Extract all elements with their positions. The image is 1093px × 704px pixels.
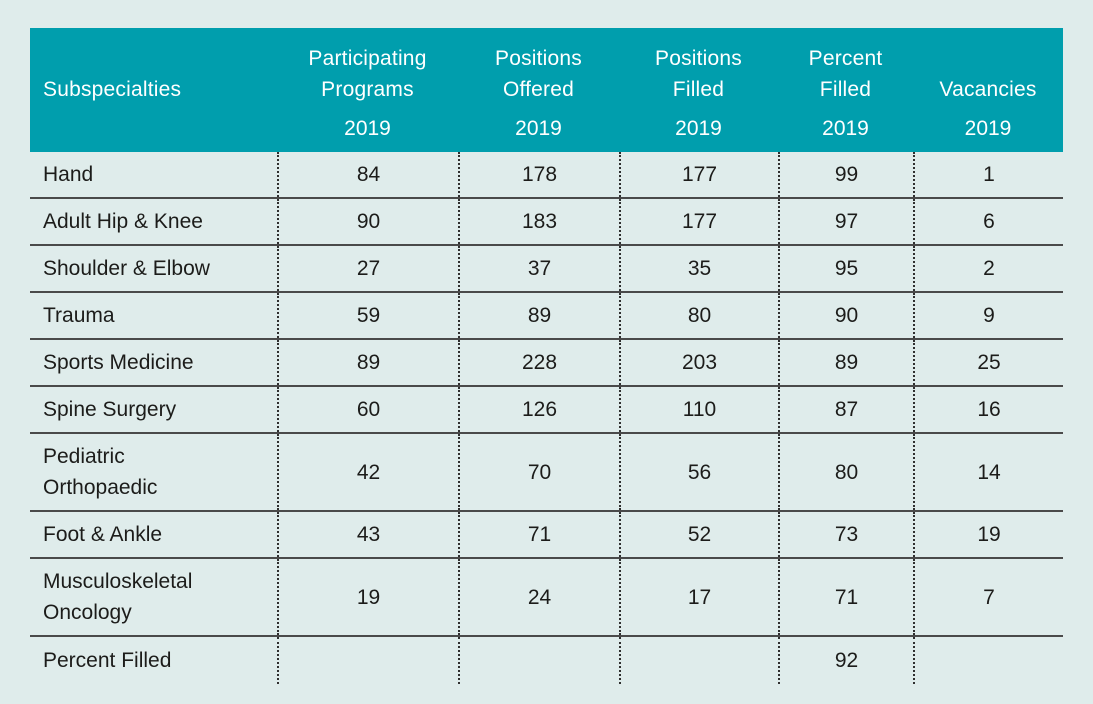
cell-positions-filled: 177: [619, 152, 778, 197]
cell-vacancies: 1: [913, 152, 1063, 197]
cell-participating-programs: 43: [277, 512, 458, 557]
cell-vacancies: 2: [913, 246, 1063, 291]
row-label: Hand: [43, 163, 94, 186]
cell-positions-filled: 52: [619, 512, 778, 557]
cell-participating-programs: 42: [277, 434, 458, 510]
cell-positions-offered: 89: [458, 293, 619, 338]
cell-participating-programs: 90: [277, 199, 458, 244]
table-body: Hand 84 178 177 99 1 Adult Hip & Knee 90…: [30, 152, 1063, 684]
cell-vacancies: [913, 637, 1063, 684]
cell-positions-offered: 183: [458, 199, 619, 244]
cell-vacancies: 7: [913, 559, 1063, 635]
table-row-pediatric-orthopaedic: Pediatric Orthopaedic 42 70 56 80 14: [30, 434, 1063, 512]
column-title: Positions Offered: [494, 47, 582, 101]
column-title: Participating Programs: [308, 47, 427, 101]
column-header-positions-filled: Positions Filled 2019: [619, 28, 778, 152]
cell-percent-filled: 80: [778, 434, 913, 510]
cell-positions-filled: [619, 637, 778, 684]
cell-participating-programs: 27: [277, 246, 458, 291]
cell-participating-programs: 59: [277, 293, 458, 338]
cell-percent-filled: 89: [778, 340, 913, 385]
cell-percent-filled: 99: [778, 152, 913, 197]
cell-positions-filled: 35: [619, 246, 778, 291]
column-header-vacancies: Vacancies 2019: [913, 28, 1063, 152]
row-label: Shoulder & Elbow: [43, 257, 210, 280]
cell-percent-filled: 71: [778, 559, 913, 635]
column-header-subspecialties: Subspecialties: [30, 28, 277, 152]
cell-positions-filled: 56: [619, 434, 778, 510]
cell-percent-filled: 92: [778, 637, 913, 684]
cell-positions-offered: 24: [458, 559, 619, 635]
cell-percent-filled: 73: [778, 512, 913, 557]
cell-vacancies: 25: [913, 340, 1063, 385]
column-header-positions-offered: Positions Offered 2019: [458, 28, 619, 152]
row-label: Trauma: [43, 304, 115, 327]
cell-positions-offered: 228: [458, 340, 619, 385]
cell-participating-programs: 60: [277, 387, 458, 432]
row-label: Adult Hip & Knee: [43, 210, 203, 233]
row-label: Spine Surgery: [43, 398, 177, 421]
row-label: Pediatric Orthopaedic: [43, 445, 158, 499]
cell-percent-filled: 87: [778, 387, 913, 432]
cell-positions-offered: 70: [458, 434, 619, 510]
column-year: 2019: [822, 117, 869, 140]
cell-vacancies: 9: [913, 293, 1063, 338]
cell-participating-programs: 84: [277, 152, 458, 197]
cell-positions-offered: [458, 637, 619, 684]
cell-positions-filled: 17: [619, 559, 778, 635]
column-title: Percent Filled: [808, 47, 883, 101]
table-row-sports-medicine: Sports Medicine 89 228 203 89 25: [30, 340, 1063, 387]
cell-positions-filled: 203: [619, 340, 778, 385]
cell-percent-filled: 97: [778, 199, 913, 244]
table-row-trauma: Trauma 59 89 80 90 9: [30, 293, 1063, 340]
cell-positions-filled: 80: [619, 293, 778, 338]
table-row-shoulder-elbow: Shoulder & Elbow 27 37 35 95 2: [30, 246, 1063, 293]
row-label: Foot & Ankle: [43, 523, 163, 546]
table-header-row: Subspecialties Participating Programs 20…: [30, 28, 1063, 152]
row-label: Sports Medicine: [43, 351, 194, 374]
cell-positions-offered: 71: [458, 512, 619, 557]
table-row-foot-ankle: Foot & Ankle 43 71 52 73 19: [30, 512, 1063, 559]
table-row-musculoskeletal-oncology: Musculoskeletal Oncology 19 24 17 71 7: [30, 559, 1063, 637]
cell-positions-filled: 177: [619, 199, 778, 244]
cell-participating-programs: 19: [277, 559, 458, 635]
cell-positions-offered: 126: [458, 387, 619, 432]
cell-participating-programs: [277, 637, 458, 684]
cell-vacancies: 6: [913, 199, 1063, 244]
column-year: 2019: [964, 117, 1012, 140]
subspecialty-match-table: Subspecialties Participating Programs 20…: [30, 28, 1063, 684]
cell-vacancies: 16: [913, 387, 1063, 432]
cell-percent-filled: 90: [778, 293, 913, 338]
table-row-adult-hip-knee: Adult Hip & Knee 90 183 177 97 6: [30, 199, 1063, 246]
table-row-percent-filled-total: Percent Filled 92: [30, 637, 1063, 684]
cell-vacancies: 14: [913, 434, 1063, 510]
column-title: Subspecialties: [43, 78, 182, 101]
column-header-participating-programs: Participating Programs 2019: [277, 28, 458, 152]
column-title: Positions Filled: [654, 47, 742, 101]
column-year: 2019: [344, 117, 391, 140]
cell-positions-offered: 178: [458, 152, 619, 197]
column-header-percent-filled: Percent Filled 2019: [778, 28, 913, 152]
cell-participating-programs: 89: [277, 340, 458, 385]
column-year: 2019: [515, 117, 562, 140]
row-label: Musculoskeletal Oncology: [43, 570, 193, 624]
row-label: Percent Filled: [43, 649, 172, 672]
table-row-hand: Hand 84 178 177 99 1: [30, 152, 1063, 199]
cell-vacancies: 19: [913, 512, 1063, 557]
cell-positions-filled: 110: [619, 387, 778, 432]
column-title: Vacancies: [939, 78, 1037, 101]
table-row-spine-surgery: Spine Surgery 60 126 110 87 16: [30, 387, 1063, 434]
cell-positions-offered: 37: [458, 246, 619, 291]
cell-percent-filled: 95: [778, 246, 913, 291]
column-year: 2019: [675, 117, 722, 140]
